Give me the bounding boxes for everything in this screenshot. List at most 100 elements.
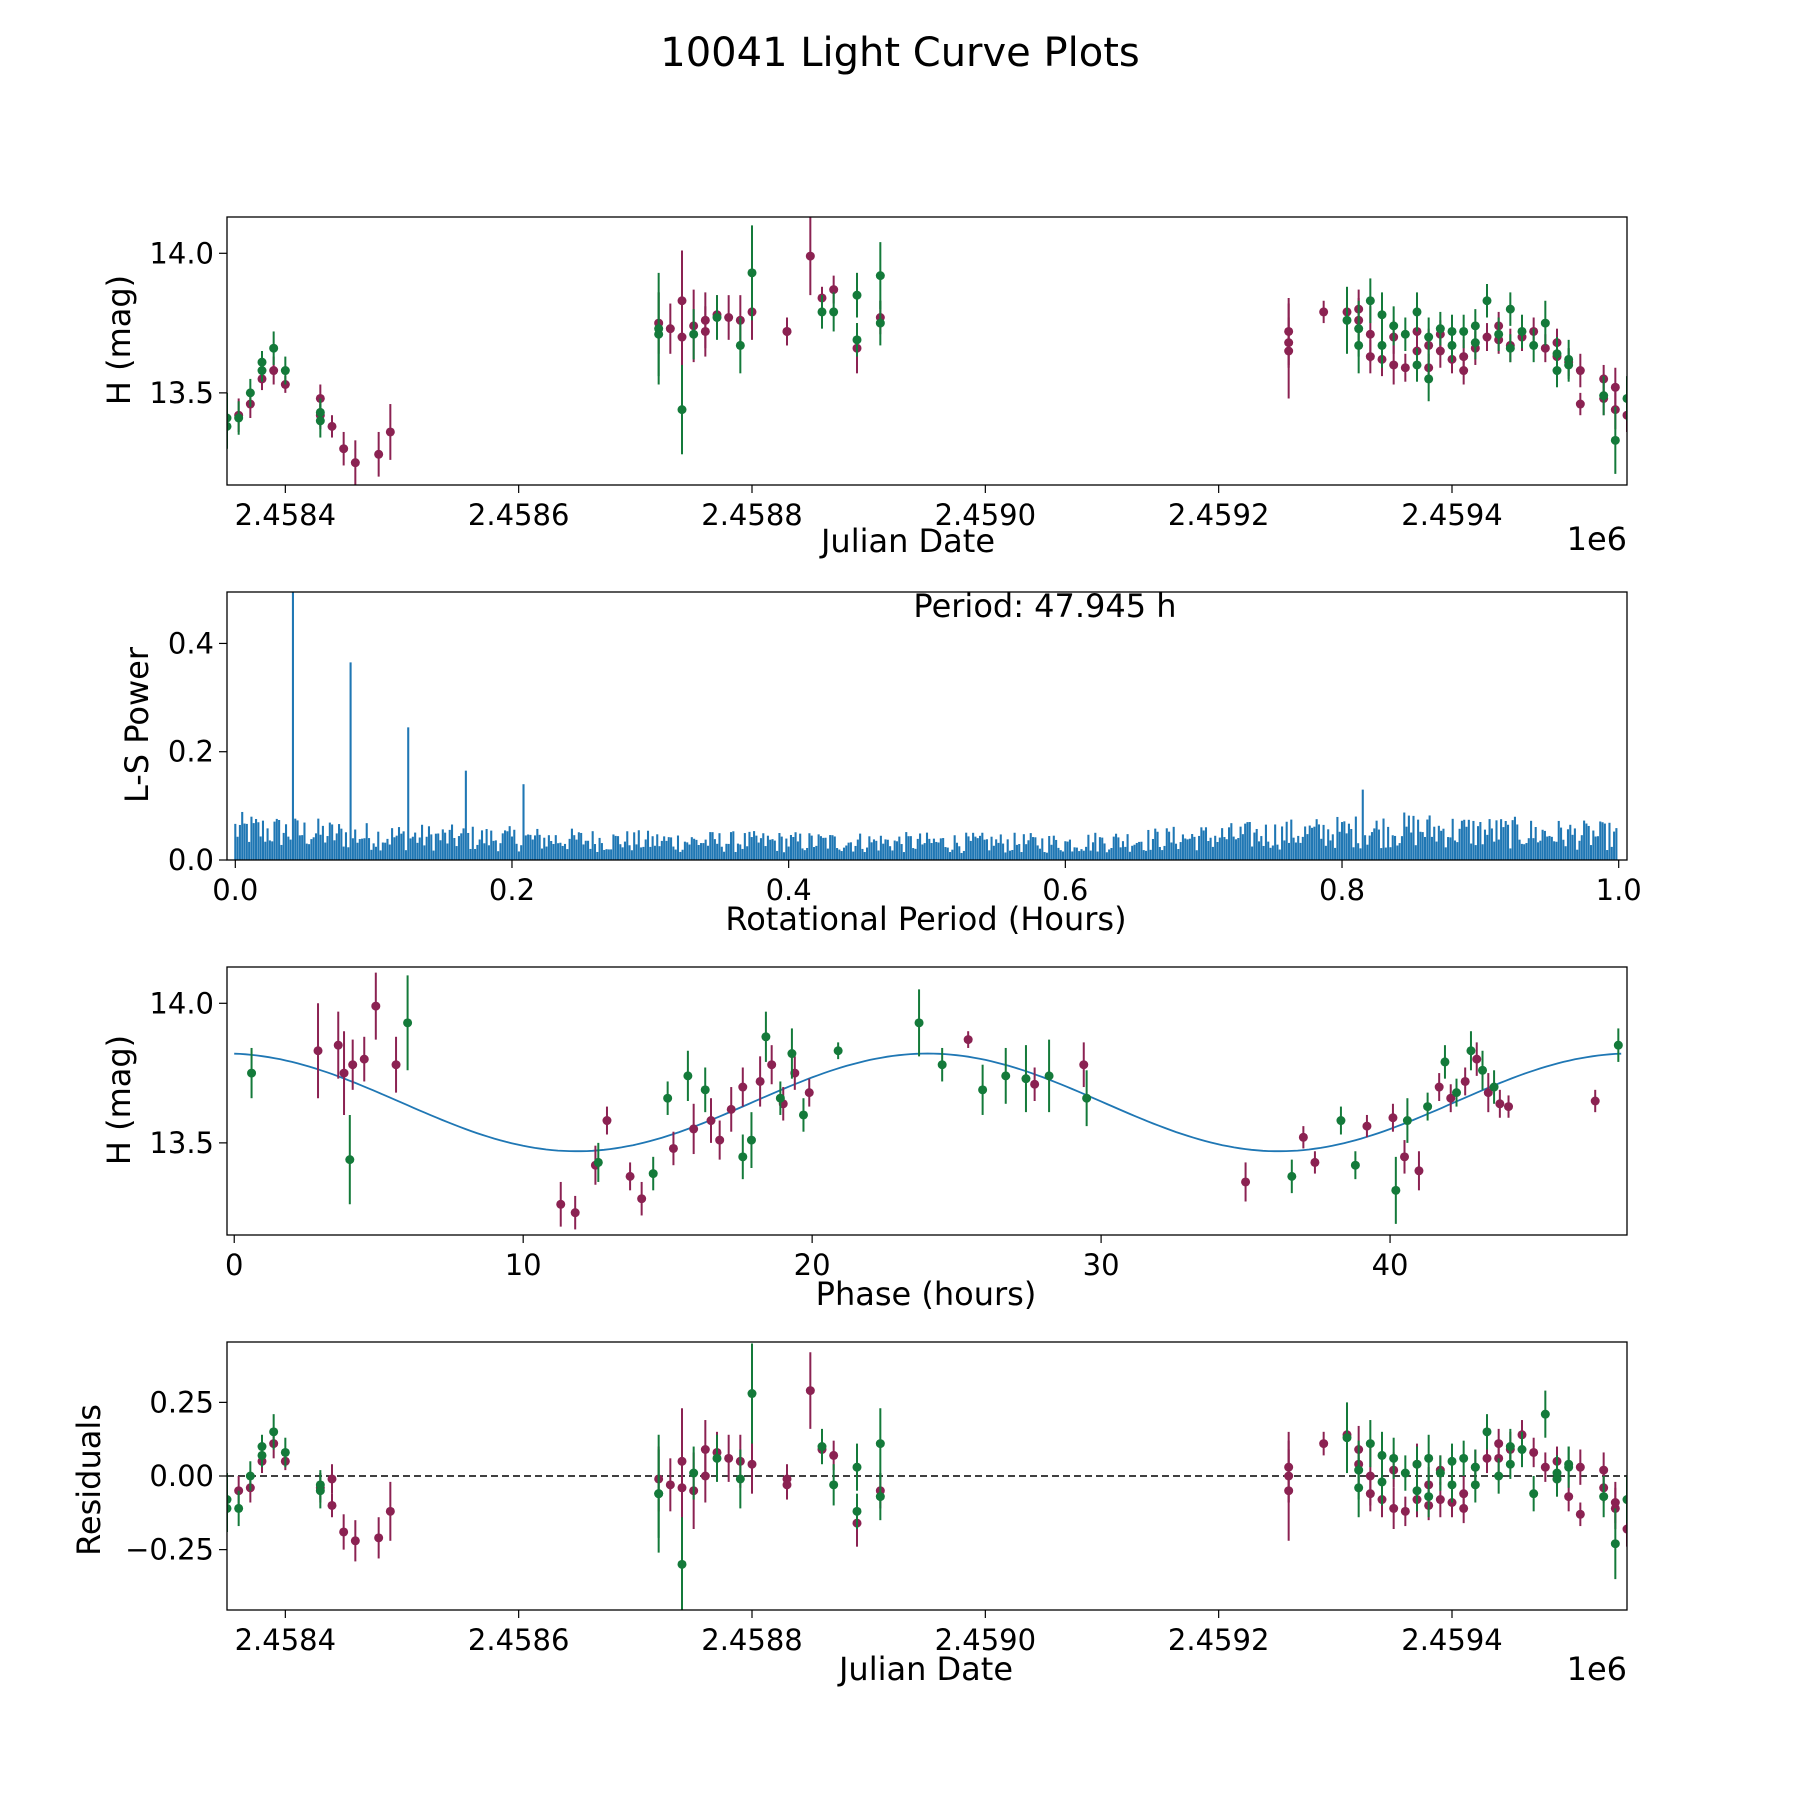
data-point (1540, 343, 1550, 353)
power-bar (679, 851, 682, 860)
power-bar (1087, 834, 1090, 860)
data-point (1610, 382, 1620, 392)
power-bar (1340, 822, 1344, 860)
data-point (829, 307, 839, 317)
power-bar (942, 838, 945, 860)
power-bar (527, 834, 530, 860)
data-point (1452, 1088, 1462, 1098)
data-point (1412, 1459, 1422, 1469)
data-point (875, 318, 885, 328)
power-bar (342, 846, 345, 860)
data-point (852, 1462, 862, 1472)
power-bar (1599, 821, 1602, 860)
power-bar (377, 831, 380, 860)
data-point (1505, 304, 1515, 314)
data-point (875, 1492, 885, 1502)
light-curve-x-tick-label: 2.4588 (701, 498, 802, 532)
power-bar (1308, 825, 1311, 860)
data-point (1287, 1171, 1297, 1181)
residuals-x-tick-label: 2.4584 (235, 1623, 336, 1657)
power-bar (280, 844, 283, 860)
power-bar (822, 837, 825, 860)
power-bar (238, 824, 241, 860)
data-point (1424, 1453, 1434, 1463)
power-bar (261, 820, 265, 860)
power-bar (1527, 838, 1530, 860)
data-point (654, 1489, 664, 1499)
power-bar (635, 844, 638, 860)
power-bar (510, 836, 514, 860)
power-bar (605, 849, 608, 860)
power-bar (561, 845, 564, 860)
power-bar (1329, 840, 1332, 860)
data-point (829, 1450, 839, 1460)
data-point (1389, 1503, 1399, 1513)
power-bar (1493, 841, 1496, 860)
data-point (1517, 326, 1527, 336)
power-bar (716, 843, 719, 860)
power-bar (995, 839, 998, 860)
power-bar (1596, 836, 1599, 860)
power-bar (331, 824, 334, 860)
power-bar (1204, 827, 1208, 860)
power-bar (1264, 824, 1267, 860)
power-bar (1361, 789, 1364, 860)
power-bar (909, 836, 912, 860)
data-point (315, 416, 325, 426)
data-point (852, 1506, 862, 1516)
power-bar (1474, 845, 1477, 860)
data-point (1505, 343, 1515, 353)
power-bar (729, 832, 733, 860)
data-point (1021, 1074, 1031, 1084)
power-bar (559, 842, 562, 860)
data-point (700, 1085, 710, 1095)
data-point (257, 1450, 267, 1460)
power-bar (833, 836, 836, 860)
power-bar (1271, 845, 1274, 860)
power-bar (693, 838, 696, 860)
power-bar (1036, 845, 1039, 860)
power-bar (1311, 827, 1314, 860)
power-bar (1354, 816, 1357, 860)
power-bar (1502, 827, 1505, 860)
power-bar (1200, 827, 1203, 860)
data-point (1400, 1468, 1410, 1478)
data-point (700, 1444, 710, 1454)
power-bar (347, 847, 350, 860)
power-bar (1571, 834, 1574, 860)
power-bar (1380, 848, 1383, 860)
power-bar (1135, 842, 1138, 860)
power-bar (1470, 843, 1473, 860)
power-bar (925, 832, 929, 860)
data-point (761, 1032, 771, 1042)
power-bar (1045, 852, 1048, 860)
power-bar (1133, 844, 1136, 860)
power-bar (856, 839, 859, 860)
data-point (1622, 1524, 1627, 1534)
power-bar (1140, 841, 1143, 860)
data-point (963, 1035, 973, 1045)
periodogram-plot-area (234, 592, 1618, 860)
power-bar (1417, 819, 1420, 860)
power-bar (444, 832, 447, 860)
data-point (875, 1439, 885, 1449)
periodogram-x-tick-label: 0.6 (1042, 873, 1088, 907)
data-point (668, 1143, 678, 1153)
data-point (1319, 307, 1329, 317)
power-bar (697, 844, 700, 860)
power-bar (529, 834, 532, 860)
data-point (735, 1474, 745, 1484)
power-bar (1481, 844, 1484, 860)
power-bar (508, 826, 511, 860)
power-bar (550, 840, 553, 860)
power-bar (374, 846, 377, 860)
data-point (787, 1049, 797, 1059)
power-bar (962, 850, 965, 860)
light-curve-axes-frame (226, 216, 1628, 486)
power-bar (612, 834, 615, 860)
power-bar (1608, 822, 1611, 860)
power-bar (817, 834, 820, 860)
power-bar (363, 838, 366, 860)
power-bar (706, 845, 709, 860)
power-bar (319, 834, 322, 860)
